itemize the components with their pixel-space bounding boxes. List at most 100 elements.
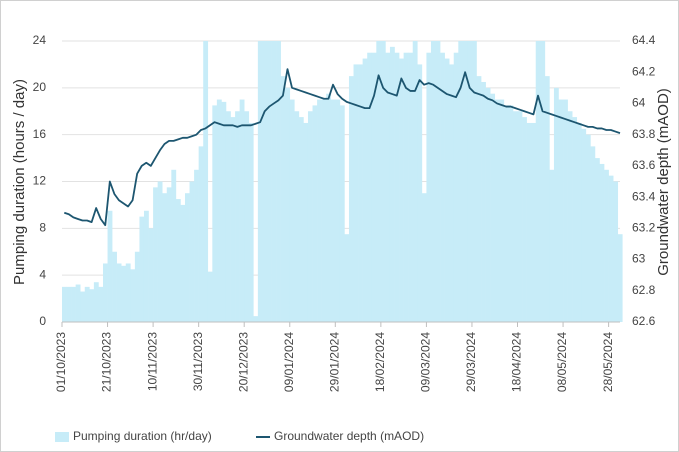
bar <box>216 99 222 323</box>
x-tick-label: 01/10/2023 <box>54 332 68 392</box>
y-tick-label: 0 <box>39 314 46 328</box>
bar <box>430 41 436 322</box>
y-tick-label: 8 <box>39 221 46 235</box>
y-tick-label: 4 <box>39 267 46 281</box>
bar <box>194 169 199 322</box>
bar <box>371 52 377 322</box>
bar <box>130 269 136 322</box>
bar <box>175 199 181 322</box>
bar <box>339 105 345 322</box>
legend-label: Pumping duration (hr/day) <box>73 429 212 443</box>
bar <box>449 64 455 323</box>
bar <box>403 52 409 322</box>
bar <box>348 76 354 322</box>
y-axis-title: Pumping duration (hours / day) <box>11 79 28 285</box>
y2-tick-label: 63.6 <box>632 158 656 172</box>
x-tick-label: 29/03/2024 <box>464 332 478 392</box>
bar <box>66 286 72 322</box>
bar <box>180 204 186 322</box>
x-tick-label: 21/10/2023 <box>100 332 114 392</box>
bar <box>93 282 99 322</box>
bar <box>567 111 573 322</box>
y-tick-label: 20 <box>33 80 47 94</box>
bar <box>289 99 295 323</box>
bar <box>262 41 268 322</box>
bar <box>426 52 432 322</box>
bar <box>166 187 172 322</box>
bar <box>198 146 204 322</box>
bar <box>549 169 555 322</box>
bar <box>526 122 532 322</box>
bar <box>590 146 596 322</box>
bar <box>184 193 190 322</box>
bar <box>408 52 414 322</box>
bar <box>517 111 523 322</box>
y2-tick-label: 64.4 <box>632 33 656 47</box>
bar <box>303 122 309 322</box>
bar <box>212 105 218 322</box>
bar <box>235 111 240 322</box>
bar <box>585 134 591 322</box>
bar <box>62 286 67 322</box>
bar <box>617 234 623 322</box>
bar <box>157 181 163 322</box>
bar <box>471 41 477 322</box>
bar <box>102 263 108 322</box>
bar <box>207 271 213 322</box>
bar <box>435 41 441 322</box>
bar <box>89 289 95 322</box>
bar <box>440 52 445 322</box>
bar <box>148 228 154 322</box>
bar <box>503 105 509 322</box>
y2-tick-label: 62.8 <box>632 283 656 297</box>
bar <box>389 46 395 323</box>
bar <box>71 286 76 322</box>
bar <box>444 58 450 322</box>
x-tick-label: 08/05/2024 <box>555 332 569 392</box>
x-tick-label: 09/03/2024 <box>419 332 433 392</box>
bar <box>467 41 473 322</box>
bar <box>248 122 254 322</box>
bar <box>508 105 514 322</box>
bar <box>294 111 300 322</box>
y2-tick-label: 63.2 <box>632 221 656 235</box>
bar <box>604 169 609 322</box>
bar <box>485 87 491 322</box>
bar <box>221 101 227 322</box>
bar <box>353 64 359 323</box>
bar <box>544 76 550 322</box>
bar <box>412 41 418 322</box>
bar <box>271 41 277 322</box>
bar <box>317 99 322 323</box>
bar <box>367 52 373 322</box>
bar <box>531 122 537 322</box>
bar <box>298 117 304 323</box>
bar <box>540 41 546 322</box>
bar <box>599 163 605 322</box>
bar <box>608 175 614 322</box>
bar <box>380 41 386 322</box>
bar <box>576 122 582 322</box>
x-tick-label: 09/01/2024 <box>282 332 296 392</box>
bar <box>421 193 427 322</box>
bar <box>458 41 464 322</box>
legend-label: Groundwater depth (mAOD) <box>274 429 424 443</box>
bar <box>171 169 177 322</box>
y2-tick-label: 62.6 <box>632 314 656 328</box>
bar <box>153 187 158 322</box>
bar <box>266 41 272 322</box>
bar <box>417 64 423 323</box>
bar <box>462 41 468 322</box>
bar <box>307 111 313 322</box>
x-tick-label: 28/05/2024 <box>601 332 615 392</box>
bar <box>512 111 518 322</box>
bar <box>563 99 568 323</box>
bar <box>125 263 131 322</box>
bar <box>330 99 336 323</box>
y2-tick-label: 64.2 <box>632 64 656 78</box>
bar <box>399 58 404 322</box>
bar <box>344 234 350 322</box>
bar <box>116 263 122 322</box>
y2-tick-label: 64 <box>632 96 646 110</box>
